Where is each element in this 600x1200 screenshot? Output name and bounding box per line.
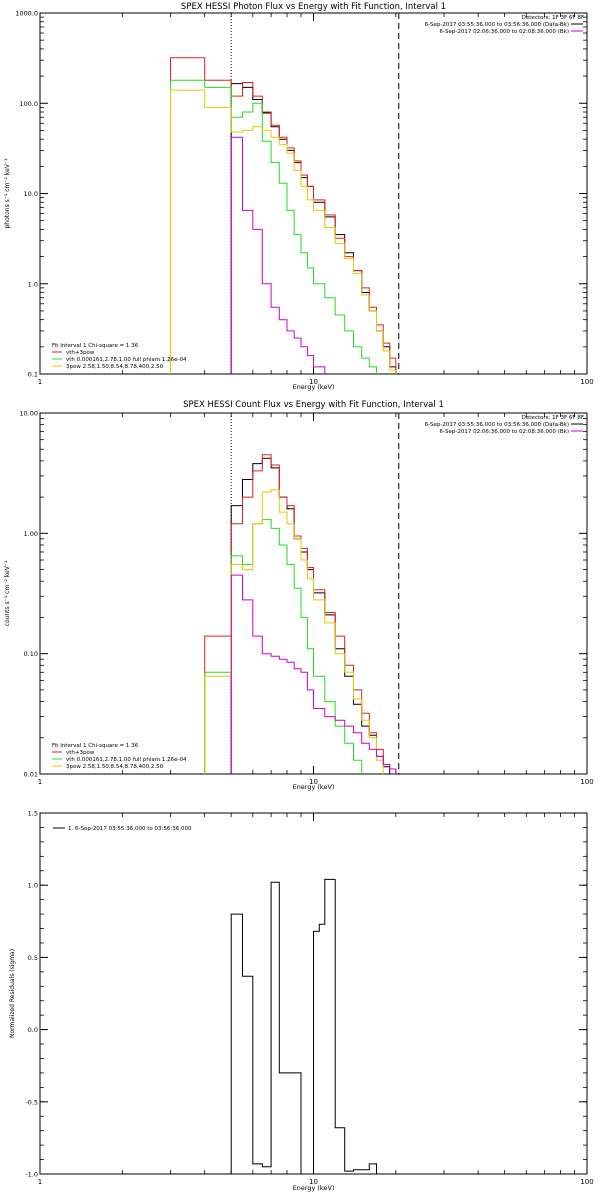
fit-legend-entry: vth 0.000161,2.78,1.00 full phlam 1.26e-… bbox=[66, 757, 187, 763]
legend-entry-label: 6-Sep-2017 02:06:36.000 to 02:08:36.000 … bbox=[440, 29, 570, 35]
legend-header: Detectors: 1F 3F 6F 8F bbox=[522, 415, 584, 421]
legend-entry-label: 1. 6-Sep-2017 03:55:36.000 to 03:56:36.0… bbox=[68, 826, 192, 832]
fit-legend-header: Fit Interval 1 Chi-square = 1.36 bbox=[52, 343, 139, 349]
x-axis-label: Energy (keV) bbox=[293, 783, 335, 791]
series-line-3 bbox=[170, 89, 397, 374]
series-group bbox=[170, 57, 397, 374]
fit-legend-entry: 3pow 2.58,1.50,8.54,8.78,400,2.50 bbox=[66, 364, 164, 370]
x-axis-label: Energy (keV) bbox=[293, 1184, 335, 1192]
y-tick-label: 1.00 bbox=[24, 530, 38, 538]
x-axis-label: Energy (keV) bbox=[293, 383, 335, 391]
chart-title: SPEX HESSI Count Flux vs Energy with Fit… bbox=[183, 400, 444, 410]
y-tick-label: 0.1 bbox=[28, 371, 38, 379]
fit-legend-entry: 3pow 2.58,1.50,8.54,8.78,400,2.50 bbox=[66, 764, 164, 770]
legend-entry-label: 6-Sep-2017 03:55:36.000 to 03:56:36.000 … bbox=[425, 422, 569, 428]
series-line-0 bbox=[230, 457, 391, 774]
y-tick-label: 1.0 bbox=[28, 280, 38, 288]
y-tick-label: 0.01 bbox=[24, 771, 38, 779]
photon-flux-panel: SPEX HESSI Photon Flux vs Energy with Fi… bbox=[4, 2, 594, 391]
series-group bbox=[204, 454, 397, 774]
x-tick-label: 1 bbox=[38, 778, 42, 786]
series-line-0 bbox=[230, 878, 377, 1174]
y-tick-label: -1.0 bbox=[25, 1171, 38, 1179]
y-tick-label: -0.5 bbox=[25, 1098, 38, 1106]
y-tick-label: 1000.0 bbox=[15, 10, 38, 18]
series-line-4 bbox=[230, 136, 326, 374]
y-tick-label: 1.5 bbox=[28, 810, 38, 818]
y-tick-label: 0.0 bbox=[28, 1026, 38, 1034]
legend-entry-label: 6-Sep-2017 02:06:36.000 to 02:08:36.000 … bbox=[440, 429, 570, 435]
x-tick-label: 100 bbox=[580, 778, 593, 786]
y-tick-label: 10.00 bbox=[19, 410, 38, 418]
y-axis-label: Normalized Residuals (sigma) bbox=[9, 949, 16, 1038]
fit-legend-entry: vth+3pow bbox=[66, 750, 95, 756]
x-tick-label: 100 bbox=[580, 1178, 593, 1186]
y-tick-label: 10.0 bbox=[24, 190, 38, 198]
y-tick-label: 1.0 bbox=[28, 882, 38, 890]
x-tick-label: 10 bbox=[309, 1178, 318, 1186]
x-tick-label: 1 bbox=[38, 1178, 42, 1186]
legend-header: Detectors: 1F 3F 6F 8F bbox=[522, 15, 584, 21]
y-tick-label: 0.10 bbox=[24, 650, 38, 658]
y-tick-label: 0.5 bbox=[28, 954, 38, 962]
residuals-panel: Energy (keV) Normalized Residuals (sigma)… bbox=[9, 810, 594, 1193]
legend-entry-label: 6-Sep-2017 03:55:36.000 to 03:56:36.000 … bbox=[425, 22, 569, 28]
series-line-3 bbox=[204, 489, 384, 774]
chart-title: SPEX HESSI Photon Flux vs Energy with Fi… bbox=[181, 2, 446, 12]
series-line-4 bbox=[230, 574, 397, 774]
series-line-2 bbox=[170, 79, 377, 374]
y-tick-label: 100.0 bbox=[19, 100, 38, 108]
x-tick-label: 10 bbox=[309, 778, 318, 786]
x-tick-label: 1 bbox=[38, 378, 42, 386]
fit-legend-entry: vth+3pow bbox=[66, 350, 95, 356]
series-line-2 bbox=[204, 519, 363, 774]
fit-legend-entry: vth 0.000161,2.78,1.00 full phlam 1.26e-… bbox=[66, 357, 187, 363]
series-line-1 bbox=[170, 57, 397, 374]
x-tick-label: 100 bbox=[580, 378, 593, 386]
y-axis-label: counts s⁻¹ cm⁻² keV⁻¹ bbox=[4, 560, 11, 626]
count-flux-panel: SPEX HESSI Count Flux vs Energy with Fit… bbox=[4, 400, 594, 791]
series-group bbox=[230, 878, 377, 1174]
x-tick-label: 10 bbox=[309, 378, 318, 386]
y-axis-label: photons s⁻¹ cm⁻² keV⁻¹ bbox=[4, 158, 11, 229]
series-line-1 bbox=[204, 454, 397, 774]
fit-legend-header: Fit Interval 1 Chi-square = 1.36 bbox=[52, 743, 139, 749]
